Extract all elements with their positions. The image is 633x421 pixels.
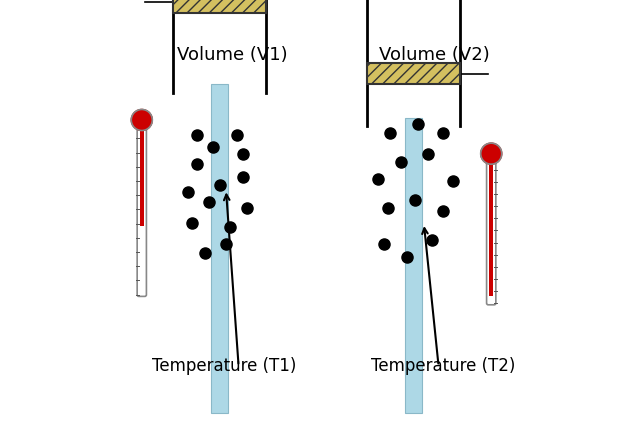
Circle shape (480, 143, 502, 164)
Bar (140, 124, 144, 226)
Text: Temperature (T1): Temperature (T1) (153, 357, 297, 375)
Bar (173, 0, 266, 13)
FancyBboxPatch shape (487, 156, 496, 305)
FancyBboxPatch shape (137, 123, 146, 296)
Bar (405, 118, 422, 413)
Text: Temperature (T2): Temperature (T2) (371, 357, 516, 375)
Text: Volume (V2): Volume (V2) (379, 46, 490, 64)
Bar (489, 158, 493, 296)
Text: Volume (V1): Volume (V1) (177, 46, 287, 64)
Bar (367, 63, 460, 84)
Circle shape (131, 109, 153, 131)
Bar (211, 84, 228, 413)
